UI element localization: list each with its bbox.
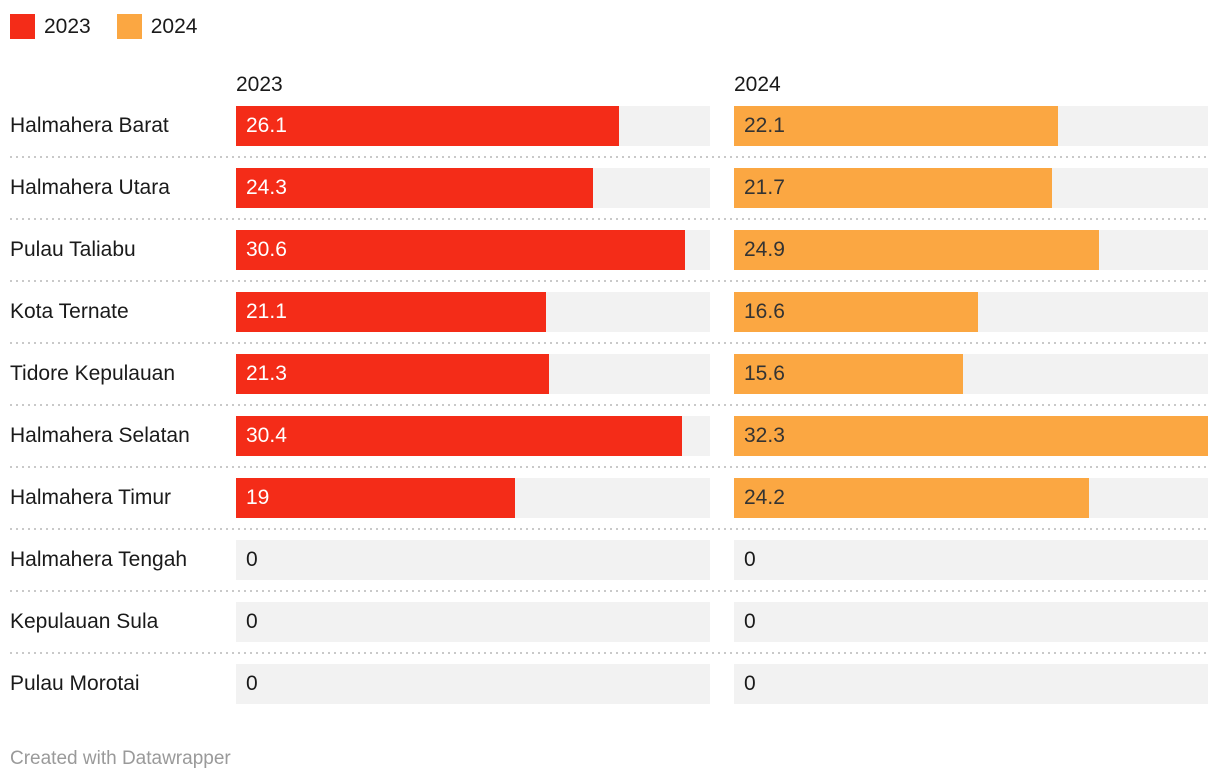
row-label: Halmahera Utara — [10, 176, 170, 199]
legend-swatch-2024 — [116, 14, 142, 39]
row-label: Pulau Morotai — [10, 672, 140, 695]
bar-2024 — [734, 354, 963, 394]
row-label: Pulau Taliabu — [10, 238, 136, 261]
bar-track-2024: 21.7 — [734, 168, 1208, 208]
row-separator — [10, 404, 1208, 406]
chart-row: Pulau Taliabu 30.6 24.9 — [10, 230, 1208, 270]
bar-track-2023: 21.1 — [236, 292, 710, 332]
row-separator — [10, 156, 1208, 158]
bar-track-2024: 0 — [734, 540, 1208, 580]
row-separator — [10, 218, 1208, 220]
bar-2024 — [734, 230, 1100, 270]
bar-2023 — [236, 230, 686, 270]
row-label: Kepulauan Sula — [10, 610, 159, 633]
bar-track-2023: 30.4 — [236, 416, 710, 456]
bar-value: 0 — [246, 610, 258, 633]
bar-track-2024: 22.1 — [734, 106, 1208, 146]
chart-row: Kepulauan Sula 0 0 — [10, 602, 1208, 642]
row-separator — [10, 466, 1208, 468]
bar-value: 16.6 — [744, 300, 785, 323]
row-label: Halmahera Selatan — [10, 424, 190, 447]
chart-row: Pulau Morotai 0 0 — [10, 664, 1208, 704]
bar-2024 — [734, 416, 1208, 456]
chart-rows: Halmahera Barat 26.1 22.1 Halmahera Utara 24… — [10, 106, 1208, 704]
bar-value: 0 — [246, 672, 258, 695]
legend-swatch-2023 — [10, 14, 35, 39]
legend-item-2023: 2023 — [10, 14, 91, 39]
bar-2024 — [734, 478, 1090, 518]
bar-track-2023: 19 — [236, 478, 710, 518]
bar-value: 21.3 — [246, 362, 287, 385]
bar-value: 0 — [246, 548, 258, 571]
bar-value: 30.4 — [246, 424, 287, 447]
bar-2023 — [236, 416, 683, 456]
bar-2024 — [734, 292, 978, 332]
bar-track-2023: 24.3 — [236, 168, 710, 208]
chart-row: Halmahera Barat 26.1 22.1 — [10, 106, 1208, 146]
bar-value: 22.1 — [744, 114, 785, 137]
row-separator — [10, 652, 1208, 654]
legend-label-2023: 2023 — [44, 14, 91, 38]
bar-value: 24.2 — [744, 486, 785, 509]
column-header-2023: 2023 — [236, 73, 283, 96]
row-label: Kota Ternate — [10, 300, 129, 323]
bar-2023 — [236, 292, 546, 332]
bar-value: 19 — [246, 486, 270, 509]
bar-value: 26.1 — [246, 114, 287, 137]
bar-track-2023: 0 — [236, 602, 710, 642]
bar-track-2024: 24.2 — [734, 478, 1208, 518]
bar-track-2024: 0 — [734, 664, 1208, 704]
row-label: Halmahera Timur — [10, 486, 172, 509]
chart-row: Halmahera Tengah 0 0 — [10, 540, 1208, 580]
column-header-2024: 2024 — [734, 73, 781, 96]
bar-value: 0 — [744, 548, 756, 571]
chart-row: Tidore Kepulauan 21.3 15.6 — [10, 354, 1208, 394]
bar-2023 — [236, 478, 515, 518]
bar-track-2023: 30.6 — [236, 230, 710, 270]
bar-track-2024: 0 — [734, 602, 1208, 642]
row-label: Tidore Kepulauan — [10, 362, 176, 385]
row-separator — [10, 342, 1208, 344]
bar-value: 21.7 — [744, 176, 785, 199]
chart-row: Halmahera Timur 19 24.2 — [10, 478, 1208, 518]
bar-track-2023: 0 — [236, 540, 710, 580]
bar-track-2023: 26.1 — [236, 106, 710, 146]
bar-value: 24.9 — [744, 238, 785, 261]
bar-track-2024: 16.6 — [734, 292, 1208, 332]
bar-value: 30.6 — [246, 238, 287, 261]
bar-2024 — [734, 106, 1059, 146]
bar-2023 — [236, 106, 619, 146]
bar-2023 — [236, 354, 549, 394]
column-headers: 2023 2024 — [10, 73, 1208, 97]
bar-value: 21.1 — [246, 300, 287, 323]
legend-label-2024: 2024 — [150, 14, 198, 38]
bar-2024 — [734, 168, 1053, 208]
row-label: Halmahera Barat — [10, 114, 169, 137]
bar-value: 15.6 — [744, 362, 785, 385]
chart-row: Kota Ternate 21.1 16.6 — [10, 292, 1208, 332]
row-separator — [10, 280, 1208, 282]
bar-track-2023: 21.3 — [236, 354, 710, 394]
bar-track-2024: 24.9 — [734, 230, 1208, 270]
bar-2023 — [236, 168, 593, 208]
row-separator — [10, 528, 1208, 530]
row-label: Halmahera Tengah — [10, 548, 188, 571]
legend: 2023 2024 — [10, 14, 1208, 39]
datawrapper-attribution[interactable]: Created with Datawrapper — [10, 748, 231, 769]
chart-row: Halmahera Selatan 30.4 32.3 — [10, 416, 1208, 456]
bar-track-2023: 0 — [236, 664, 710, 704]
bar-track-2024: 32.3 — [734, 416, 1208, 456]
legend-item-2024: 2024 — [116, 14, 198, 39]
bar-value: 24.3 — [246, 176, 287, 199]
row-separator — [10, 590, 1208, 592]
bar-track-2024: 15.6 — [734, 354, 1208, 394]
chart-row: Halmahera Utara 24.3 21.7 — [10, 168, 1208, 208]
bar-value: 32.3 — [744, 424, 785, 447]
bar-value: 0 — [744, 610, 756, 633]
bar-value: 0 — [744, 672, 756, 695]
